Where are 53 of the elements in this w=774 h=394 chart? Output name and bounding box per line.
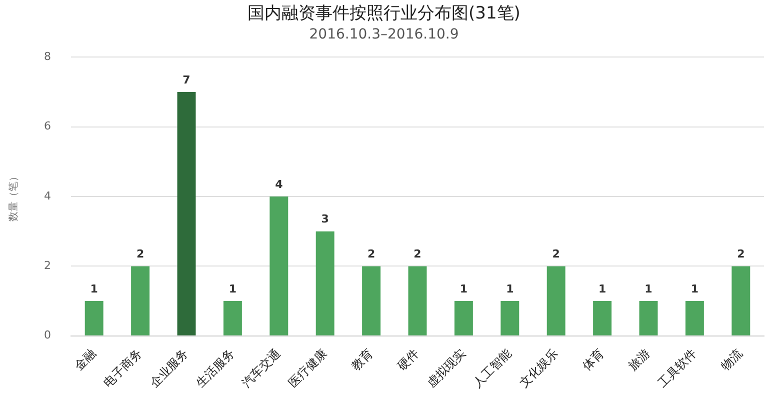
bar xyxy=(593,301,612,336)
bar xyxy=(362,266,381,336)
bar xyxy=(454,301,473,336)
data-label: 4 xyxy=(275,178,284,191)
x-tick-label: 工具软件 xyxy=(655,346,700,390)
bar xyxy=(500,301,520,336)
x-tick-label: 生活服务 xyxy=(193,346,238,390)
x-tick-label: 金融 xyxy=(72,346,98,374)
y-axis-title: 数量（笔） xyxy=(8,172,20,222)
data-label: 1 xyxy=(90,282,98,296)
y-tick-label: 6 xyxy=(44,120,51,133)
data-label: 7 xyxy=(182,73,190,86)
bar xyxy=(84,301,104,336)
data-label: 1 xyxy=(598,282,606,296)
data-label: 1 xyxy=(506,282,514,296)
bar xyxy=(732,266,750,336)
bar xyxy=(177,92,196,336)
bar xyxy=(685,301,704,336)
data-label: 2 xyxy=(552,248,560,261)
x-tick-label: 文化娱乐 xyxy=(516,346,560,390)
x-tick-label: 人工智能 xyxy=(470,346,514,390)
x-tick-label: 医疗健康 xyxy=(286,346,330,390)
x-tick-label: 旅游 xyxy=(626,346,653,374)
bar xyxy=(270,196,288,336)
bar xyxy=(223,301,242,336)
bar xyxy=(408,266,427,336)
chart-title: 国内融资事件按照行业分布图(31笔) xyxy=(248,4,520,24)
y-tick-label: 4 xyxy=(44,189,51,202)
bar xyxy=(316,231,334,336)
data-label: 1 xyxy=(228,282,237,296)
y-tick-label: 8 xyxy=(44,50,51,64)
x-tick-label: 硬件 xyxy=(394,346,422,374)
data-label: 2 xyxy=(367,248,376,261)
data-label: 3 xyxy=(321,212,329,226)
bar xyxy=(546,266,566,336)
y-tick-label: 2 xyxy=(44,259,51,272)
x-tick-label: 电子商务 xyxy=(100,346,145,390)
chart-subtitle: 2016.10.3–2016.10.9 xyxy=(309,26,459,42)
data-label: 2 xyxy=(737,248,745,261)
data-label: 2 xyxy=(414,248,422,261)
x-tick-label: 虚拟现实 xyxy=(424,346,468,390)
data-label: 1 xyxy=(460,282,468,296)
data-label: 1 xyxy=(690,282,699,296)
x-tick-label: 教育 xyxy=(348,346,376,374)
y-tick-label: 0 xyxy=(44,328,51,342)
x-tick-label: 汽车交通 xyxy=(239,346,284,390)
x-tick-label: 体育 xyxy=(580,346,607,374)
data-label: 2 xyxy=(136,248,144,261)
bar xyxy=(639,301,658,336)
bar xyxy=(131,266,150,336)
x-tick-label: 企业服务 xyxy=(146,346,191,390)
data-label: 1 xyxy=(644,282,652,296)
x-tick-label: 物流 xyxy=(718,346,746,374)
